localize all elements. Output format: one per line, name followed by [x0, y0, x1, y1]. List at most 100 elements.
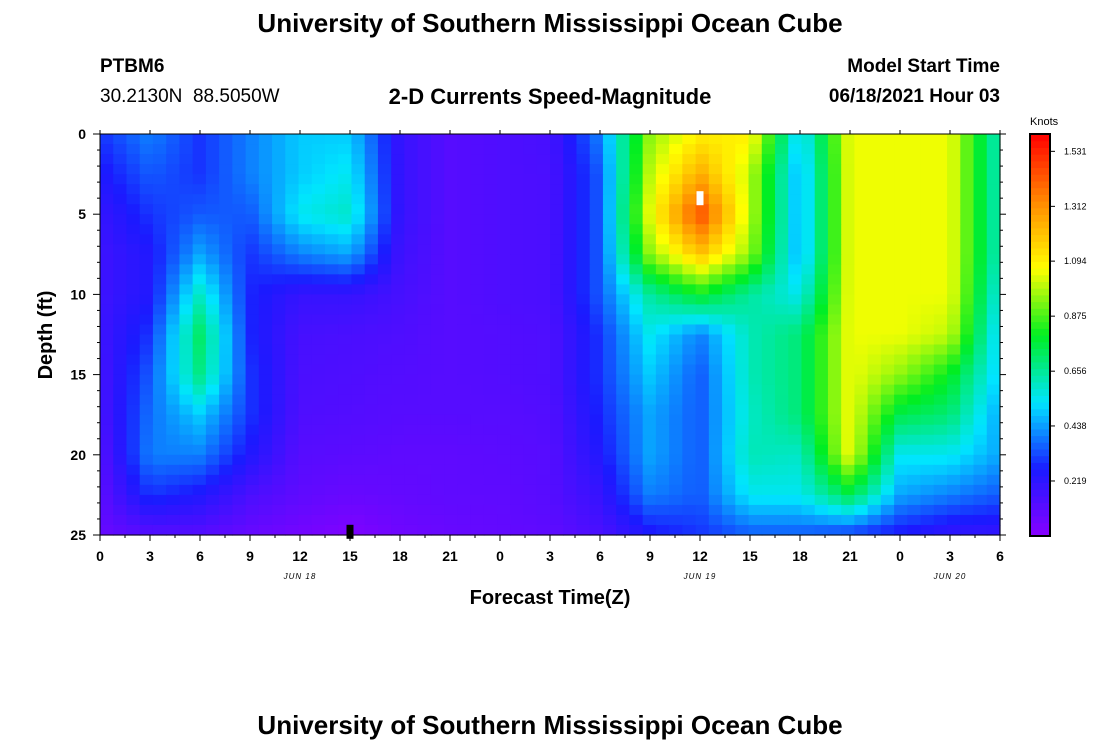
colorbar-segment	[1030, 147, 1050, 155]
heatmap-cell	[298, 444, 313, 456]
heatmap-cell	[285, 514, 300, 526]
heatmap-cell	[470, 284, 485, 295]
heatmap-cell	[536, 214, 551, 225]
heatmap-cell	[576, 514, 591, 526]
heatmap-cell	[682, 224, 697, 235]
heatmap-cell	[430, 144, 445, 155]
heatmap-cell	[973, 344, 988, 356]
heatmap-cell	[894, 174, 908, 185]
heatmap-cell	[364, 204, 379, 215]
heatmap-cell	[100, 434, 114, 446]
heatmap-cell	[311, 324, 326, 336]
heatmap-cell	[377, 264, 392, 275]
heatmap-cell	[351, 134, 366, 145]
heatmap-cell	[788, 244, 803, 255]
heatmap-cell	[695, 524, 710, 536]
heatmap-cell	[748, 144, 763, 155]
heatmap-cell	[880, 334, 895, 346]
heatmap-cell	[139, 484, 154, 496]
heatmap-cell	[775, 274, 789, 285]
heatmap-cell	[748, 444, 763, 456]
heatmap-cell	[298, 134, 313, 145]
heatmap-cell	[272, 424, 286, 436]
heatmap-cell	[325, 464, 339, 476]
heatmap-cell	[629, 424, 644, 436]
heatmap-cell	[655, 504, 670, 516]
heatmap-cell	[616, 244, 631, 255]
heatmap-cell	[126, 474, 141, 486]
heatmap-cell	[655, 234, 670, 245]
heatmap-cell	[417, 254, 432, 265]
heatmap-cell	[655, 474, 670, 486]
heatmap-cell	[814, 154, 829, 165]
heatmap-cell	[722, 484, 736, 496]
heatmap-cell	[735, 454, 750, 466]
heatmap-cell	[973, 274, 988, 285]
heatmap-cell	[470, 144, 485, 155]
heatmap-cell	[920, 154, 935, 165]
heatmap-cell	[430, 304, 445, 316]
heatmap-cell	[285, 464, 300, 476]
heatmap-cell	[801, 464, 816, 476]
heatmap-cell	[761, 344, 776, 356]
heatmap-cell	[285, 164, 300, 175]
heatmap-cell	[444, 514, 458, 526]
heatmap-cell	[894, 384, 908, 396]
heatmap-cell	[602, 164, 617, 175]
heatmap-cell	[510, 294, 525, 306]
heatmap-cell	[947, 274, 961, 285]
heatmap-cell	[589, 334, 604, 346]
y-tick-label: 15	[70, 367, 86, 383]
heatmap-cell	[880, 244, 895, 255]
heatmap-cell	[483, 224, 498, 235]
heatmap-cell	[933, 194, 948, 205]
heatmap-cell	[272, 434, 286, 446]
colorbar-segment	[1030, 314, 1050, 323]
heatmap-cell	[960, 294, 975, 306]
heatmap-cell	[444, 264, 458, 275]
heatmap-cell	[497, 424, 511, 436]
heatmap-cell	[351, 304, 366, 316]
heatmap-cell	[589, 374, 604, 386]
heatmap-cell	[708, 284, 723, 295]
heatmap-cell	[602, 184, 617, 195]
heatmap-cell	[841, 444, 856, 456]
heatmap-cell	[391, 304, 406, 316]
heatmap-cell	[232, 314, 247, 326]
heatmap-cell	[470, 414, 485, 426]
heatmap-cell	[814, 334, 829, 346]
heatmap-cell	[377, 144, 392, 155]
heatmap-cell	[576, 484, 591, 496]
heatmap-cell	[735, 464, 750, 476]
heatmap-cell	[814, 184, 829, 195]
heatmap-cell	[986, 344, 1001, 356]
heatmap-cell	[258, 234, 273, 245]
heatmap-cell	[258, 454, 273, 466]
heatmap-cell	[827, 454, 842, 466]
heatmap-cell	[735, 434, 750, 446]
heatmap-cell	[669, 324, 683, 336]
heatmap-cell	[867, 284, 882, 295]
heatmap-cell	[444, 444, 458, 456]
heatmap-cell	[126, 234, 141, 245]
heatmap-cell	[775, 334, 789, 346]
heatmap-cell	[775, 514, 789, 526]
heatmap-cell	[338, 184, 353, 195]
colorbar-segment	[1030, 160, 1050, 169]
heatmap-cell	[523, 334, 538, 346]
heatmap-cell	[682, 524, 697, 536]
heatmap-cell	[377, 374, 392, 386]
heatmap-cell	[179, 184, 194, 195]
heatmap-cell	[642, 454, 657, 466]
heatmap-cell	[325, 304, 339, 316]
heatmap-cell	[205, 184, 220, 195]
heatmap-cell	[563, 424, 578, 436]
heatmap-cell	[166, 164, 181, 175]
heatmap-cell	[298, 364, 313, 376]
heatmap-cell	[748, 184, 763, 195]
heatmap-cell	[761, 184, 776, 195]
heatmap-cell	[245, 514, 260, 526]
heatmap-cell	[841, 514, 856, 526]
heatmap-cell	[404, 354, 419, 366]
heatmap-cell	[219, 274, 233, 285]
